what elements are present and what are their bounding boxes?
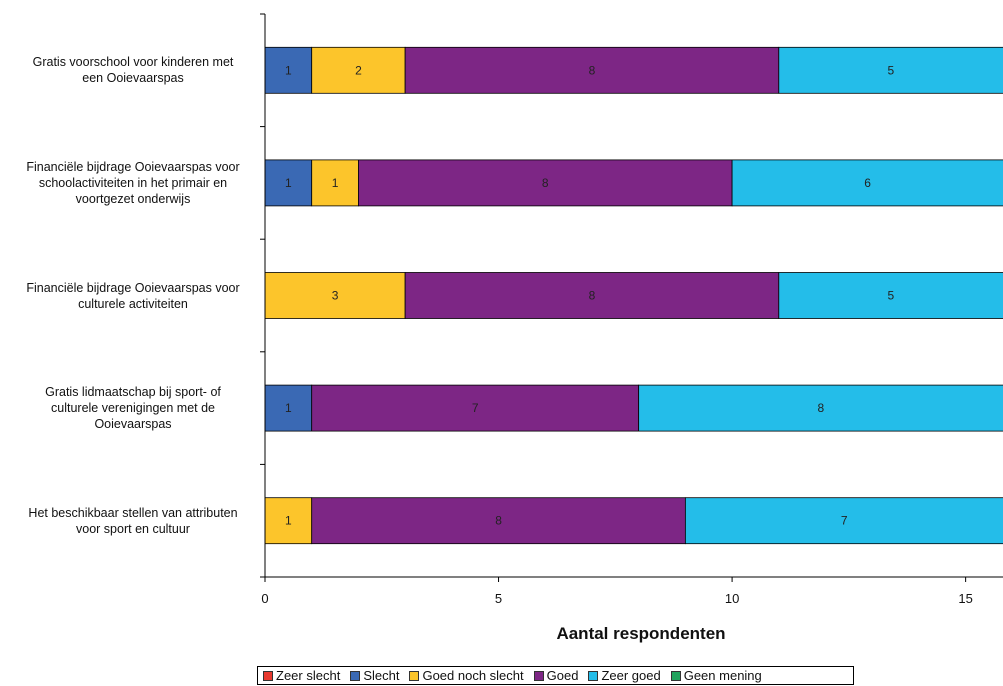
bar-segment — [778, 46, 1003, 94]
legend-label: Zeer goed — [601, 668, 661, 683]
bar-value-label: 8 — [817, 401, 824, 415]
bar-segment — [404, 46, 780, 94]
category-label-line: culturele activiteiten — [78, 296, 188, 311]
legend-swatch — [670, 670, 681, 681]
category-label: Gratis voorschool voor kinderen met een O… — [4, 54, 262, 86]
bar-segment — [311, 384, 640, 432]
legend-item: Zeer goed — [588, 668, 661, 683]
bar-segment — [264, 272, 406, 319]
bar-segment — [311, 46, 406, 94]
legend-label: Goed noch slecht — [422, 668, 524, 683]
legend-swatch — [588, 670, 599, 681]
category-label-line: Financiële bijdrage Ooievaarspas voor — [26, 159, 240, 174]
bar-value-label: 8 — [542, 176, 549, 190]
bar-value-label: 8 — [495, 514, 502, 528]
legend-item: Slecht — [350, 668, 399, 683]
bar-value-label: 3 — [332, 289, 339, 303]
bar-segment — [778, 272, 1003, 319]
category-label-line: een Ooievaarspas — [82, 71, 184, 86]
bar-segment — [731, 159, 1003, 207]
bar-value-label: 1 — [285, 63, 292, 77]
category-label-line: culturele verenigingen met de — [51, 401, 215, 416]
bar-value-label: 5 — [888, 63, 895, 77]
x-tick-label: 5 — [495, 591, 502, 606]
category-label: Gratis lidmaatschap bij sport- of culture… — [4, 384, 262, 432]
bar-segment — [264, 46, 313, 94]
category-label: Financiële bijdrage Ooievaarspas voor sch… — [4, 159, 262, 207]
category-label-line: voortgezet onderwijs — [75, 191, 191, 206]
bar-value-label: 1 — [332, 176, 339, 190]
bar-segment — [311, 159, 359, 207]
category-label-line: Gratis lidmaatschap bij sport- of — [45, 385, 221, 400]
category-label-line: Financiële bijdrage Ooievaarspas voor — [26, 280, 240, 295]
bar-value-label: 8 — [589, 63, 596, 77]
legend-label: Geen mening — [683, 668, 762, 683]
legend-swatch — [263, 670, 273, 681]
bar-segment — [264, 497, 313, 545]
legend-swatch — [409, 670, 420, 681]
bar-segment — [358, 159, 733, 207]
category-label: Financiële bijdrage Ooievaarspas voor cul… — [4, 280, 262, 312]
legend-label: Goed — [546, 668, 579, 683]
legend-item: Goed noch slecht — [409, 668, 524, 683]
x-tick-label: 0 — [261, 591, 268, 606]
bar-segment — [684, 497, 1003, 545]
bar-value-label: 8 — [589, 289, 596, 303]
legend-label: Zeer slecht — [276, 668, 341, 683]
bar-segment — [638, 384, 1003, 432]
x-tick-label: 10 — [725, 591, 739, 606]
category-label-line: schoolactiviteiten in het primair en — [38, 175, 228, 190]
legend-item: Zeer slecht — [263, 668, 340, 683]
legend-swatch — [533, 670, 544, 681]
bar-value-label: 1 — [285, 176, 292, 190]
bar-value-label: 5 — [888, 289, 895, 303]
x-axis-title: Aantal respondenten — [556, 624, 726, 643]
legend-swatch — [350, 670, 361, 681]
bar-value-label: 7 — [841, 514, 848, 528]
legend-item: Goed — [533, 668, 579, 683]
category-label: Het beschikbaar stellen van attributen vo… — [4, 505, 262, 537]
bar-value-label: 1 — [285, 401, 292, 415]
legend-item: Geen mening — [670, 668, 762, 683]
bar-segment — [311, 497, 686, 545]
legend-label: Slecht — [363, 668, 400, 683]
x-tick-label: 15 — [958, 591, 972, 606]
axes-group: 0 5 10 15 — [260, 13, 1003, 606]
category-label-line: Ooievaarspas — [94, 417, 172, 432]
bar-value-label: 1 — [285, 514, 292, 528]
bar-segment — [264, 384, 313, 432]
bars-group: 1 2 8 5 1 1 8 6 3 8 5 1 7 8 1 8 7 — [264, 46, 1003, 545]
chart-legend: Zeer slecht Slecht Goed noch slecht Goed Zee… — [257, 666, 854, 685]
category-label-line: voor sport en cultuur — [76, 521, 190, 536]
bar-value-label: 6 — [864, 176, 871, 190]
category-label-line: Het beschikbaar stellen van attributen — [28, 505, 238, 520]
bar-segment — [404, 272, 780, 319]
category-label-line: Gratis voorschool voor kinderen met — [32, 55, 234, 70]
bar-value-label: 2 — [355, 63, 362, 77]
bar-value-label: 7 — [472, 401, 479, 415]
